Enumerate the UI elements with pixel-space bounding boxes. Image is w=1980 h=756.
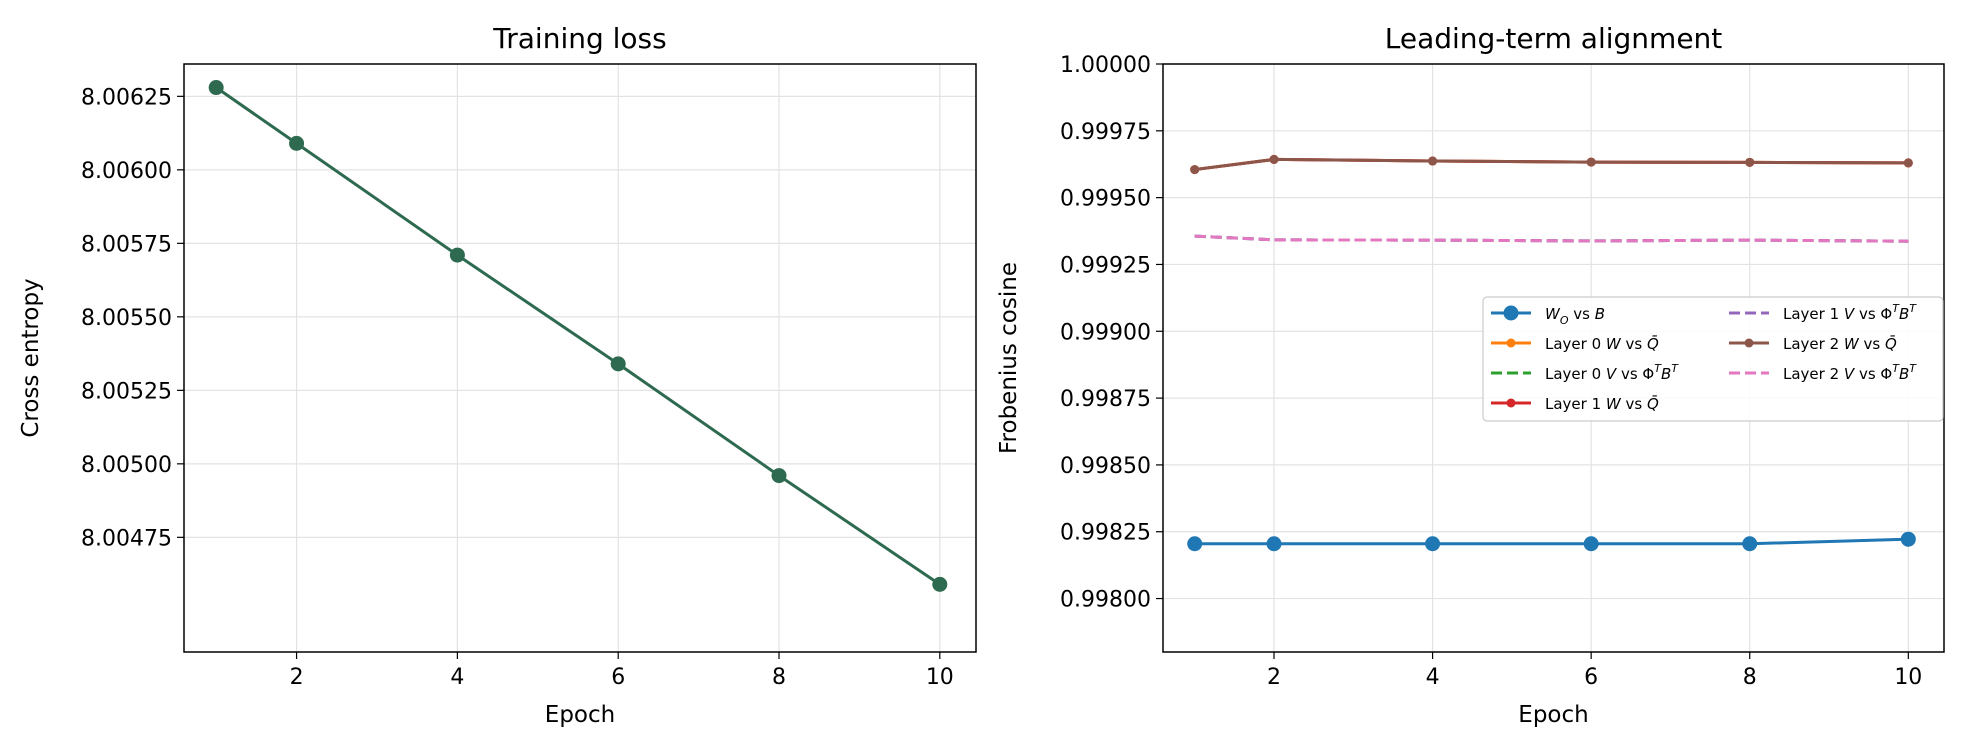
y-tick-label: 0.99825 xyxy=(1060,521,1151,546)
chart-title: Training loss xyxy=(492,22,666,55)
y-tick-label: 0.99925 xyxy=(1060,253,1151,278)
data-point xyxy=(449,247,465,263)
plot-frame xyxy=(1162,63,1945,653)
data-point xyxy=(771,468,787,484)
data-point xyxy=(1425,536,1441,552)
legend-marker xyxy=(1503,305,1519,321)
series-line xyxy=(1194,234,1909,243)
x-tick-label: 6 xyxy=(611,665,625,690)
x-tick-label: 10 xyxy=(1894,665,1922,690)
x-tick-label: 8 xyxy=(1743,665,1757,690)
data-point xyxy=(1742,536,1758,552)
training-loss-panel: 2 4 6 8 10 8.00475 8.00500 8.00525 8.00550 8.0057… xyxy=(18,22,977,728)
series-line xyxy=(1194,157,1909,172)
x-tick-label: 4 xyxy=(1426,665,1440,690)
x-tick-label: 6 xyxy=(1584,665,1598,690)
y-tick-label: 0.99800 xyxy=(1060,588,1151,613)
legend-label: Layer 2 V vs ΦTBT xyxy=(1783,362,1917,383)
legend-marker xyxy=(1744,338,1754,348)
data-point xyxy=(1428,156,1438,166)
legend-marker xyxy=(1506,398,1516,408)
data-point xyxy=(1745,157,1755,167)
legend-label: WO vs B xyxy=(1545,305,1605,327)
legend: WO vs B Layer 0 W vs Q̄ Layer 0 V vs ΦTBT L… xyxy=(1482,296,1944,422)
data-point xyxy=(1190,165,1200,175)
data-point xyxy=(1586,157,1596,167)
x-tick-label: 4 xyxy=(450,665,464,690)
data-point xyxy=(932,576,948,592)
y-tick-label: 0.99975 xyxy=(1060,120,1151,145)
y-tick-label: 0.99900 xyxy=(1060,320,1151,345)
data-point xyxy=(289,135,305,151)
legend-label: Layer 2 W vs Q̄ xyxy=(1783,334,1897,353)
x-tick-label: 10 xyxy=(926,665,954,690)
y-tick-label: 8.00475 xyxy=(81,526,172,551)
data-point xyxy=(1269,154,1279,164)
series-line xyxy=(1194,537,1909,546)
data-point xyxy=(1583,536,1599,552)
y-axis-label: Cross entropy xyxy=(18,278,44,437)
x-tick-label: 2 xyxy=(1267,665,1281,690)
y-tick-label: 8.00625 xyxy=(81,85,172,110)
data-point xyxy=(1903,158,1913,168)
data-point xyxy=(208,80,224,96)
x-axis-label: Epoch xyxy=(545,702,615,728)
y-tick-label: 0.99950 xyxy=(1060,187,1151,212)
legend-label: Layer 1 V vs ΦTBT xyxy=(1783,302,1917,323)
x-tick-label: 2 xyxy=(290,665,304,690)
y-tick-label: 8.00500 xyxy=(81,453,172,478)
y-tick-label: 8.00600 xyxy=(81,159,172,184)
y-tick-label: 8.00550 xyxy=(81,306,172,331)
data-point xyxy=(1266,536,1282,552)
plot-frame xyxy=(183,63,977,653)
y-tick-label: 0.99875 xyxy=(1060,387,1151,412)
series-line xyxy=(215,86,941,586)
y-tick-label: 8.00575 xyxy=(81,232,172,257)
legend-marker xyxy=(1506,338,1516,348)
x-axis-label: Epoch xyxy=(1518,702,1588,728)
legend-box xyxy=(1482,296,1944,422)
legend-label: Layer 1 W vs Q̄ xyxy=(1545,394,1659,413)
data-point xyxy=(1187,536,1203,552)
alignment-panel: 2 4 6 8 10 0.99800 0.99825 0.99850 0.99875 0.9990… xyxy=(996,22,1945,728)
y-axis-label: Frobenius cosine xyxy=(996,262,1022,454)
legend-label: Layer 0 V vs ΦTBT xyxy=(1545,362,1679,383)
legend-label: Layer 0 W vs Q̄ xyxy=(1545,334,1659,353)
y-tick-label: 8.00525 xyxy=(81,379,172,404)
y-tick-label: 1.00000 xyxy=(1060,53,1151,78)
x-tick-label: 8 xyxy=(772,665,786,690)
data-point xyxy=(1900,531,1916,547)
y-tick-label: 0.99850 xyxy=(1060,454,1151,479)
data-point xyxy=(610,356,626,372)
chart-title: Leading-term alignment xyxy=(1385,22,1723,55)
